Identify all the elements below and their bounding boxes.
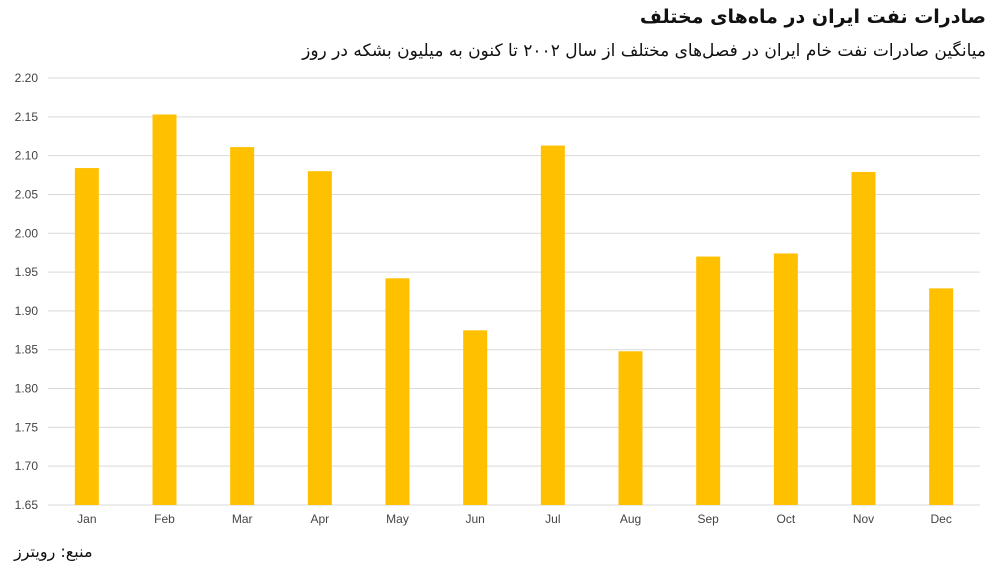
bar-dec (929, 288, 954, 505)
y-tick-label: 1.65 (15, 498, 39, 512)
source-note: منبع: رویترز (14, 542, 93, 561)
x-tick-label: Sep (697, 512, 719, 526)
bar-apr (307, 171, 332, 505)
bar-mar (230, 147, 255, 505)
y-tick-label: 1.95 (15, 265, 39, 279)
gridlines (48, 77, 980, 506)
chart-subtitle: میانگین صادرات نفت خام ایران در فصل‌های … (302, 41, 986, 61)
y-tick-label: 1.90 (15, 304, 39, 318)
x-tick-label: Jun (465, 512, 484, 526)
x-tick-label: Jul (545, 512, 560, 526)
x-tick-label: Apr (310, 512, 329, 526)
bar-may (385, 278, 410, 505)
x-tick-label: Feb (154, 512, 175, 526)
bar-oct (773, 253, 798, 505)
y-tick-label: 1.70 (15, 459, 39, 473)
x-axis-ticks: Jan Feb Mar Apr May Jun Jul Aug Sep Oct Nov Dec (77, 512, 952, 526)
bars (74, 114, 954, 506)
y-tick-label: 2.20 (15, 71, 39, 85)
y-tick-label: 2.00 (15, 226, 39, 240)
y-tick-label: 1.75 (15, 420, 39, 434)
bar-sep (696, 256, 721, 505)
y-axis-ticks: 1.65 1.70 1.75 1.80 1.85 1.90 1.95 2.00 2.05 2.10… (15, 71, 39, 512)
x-tick-label: Nov (853, 512, 874, 526)
x-tick-label: May (386, 512, 409, 526)
x-tick-label: Mar (232, 512, 253, 526)
y-tick-label: 1.80 (15, 382, 39, 396)
y-tick-label: 2.10 (15, 149, 39, 163)
bar-jan (74, 168, 99, 506)
x-tick-label: Jan (77, 512, 96, 526)
bar-aug (618, 351, 643, 505)
bar-jun (463, 330, 488, 505)
y-tick-label: 1.85 (15, 343, 39, 357)
y-tick-label: 2.05 (15, 187, 39, 201)
chart-title: صادرات نفت ایران در ماه‌های مختلف (639, 6, 986, 28)
x-tick-label: Dec (930, 512, 951, 526)
y-tick-label: 2.15 (15, 110, 39, 124)
bar-feb (152, 114, 177, 506)
bar-nov (851, 171, 876, 505)
x-tick-label: Aug (620, 512, 641, 526)
x-tick-label: Oct (776, 512, 795, 526)
bar-jul (540, 145, 565, 505)
